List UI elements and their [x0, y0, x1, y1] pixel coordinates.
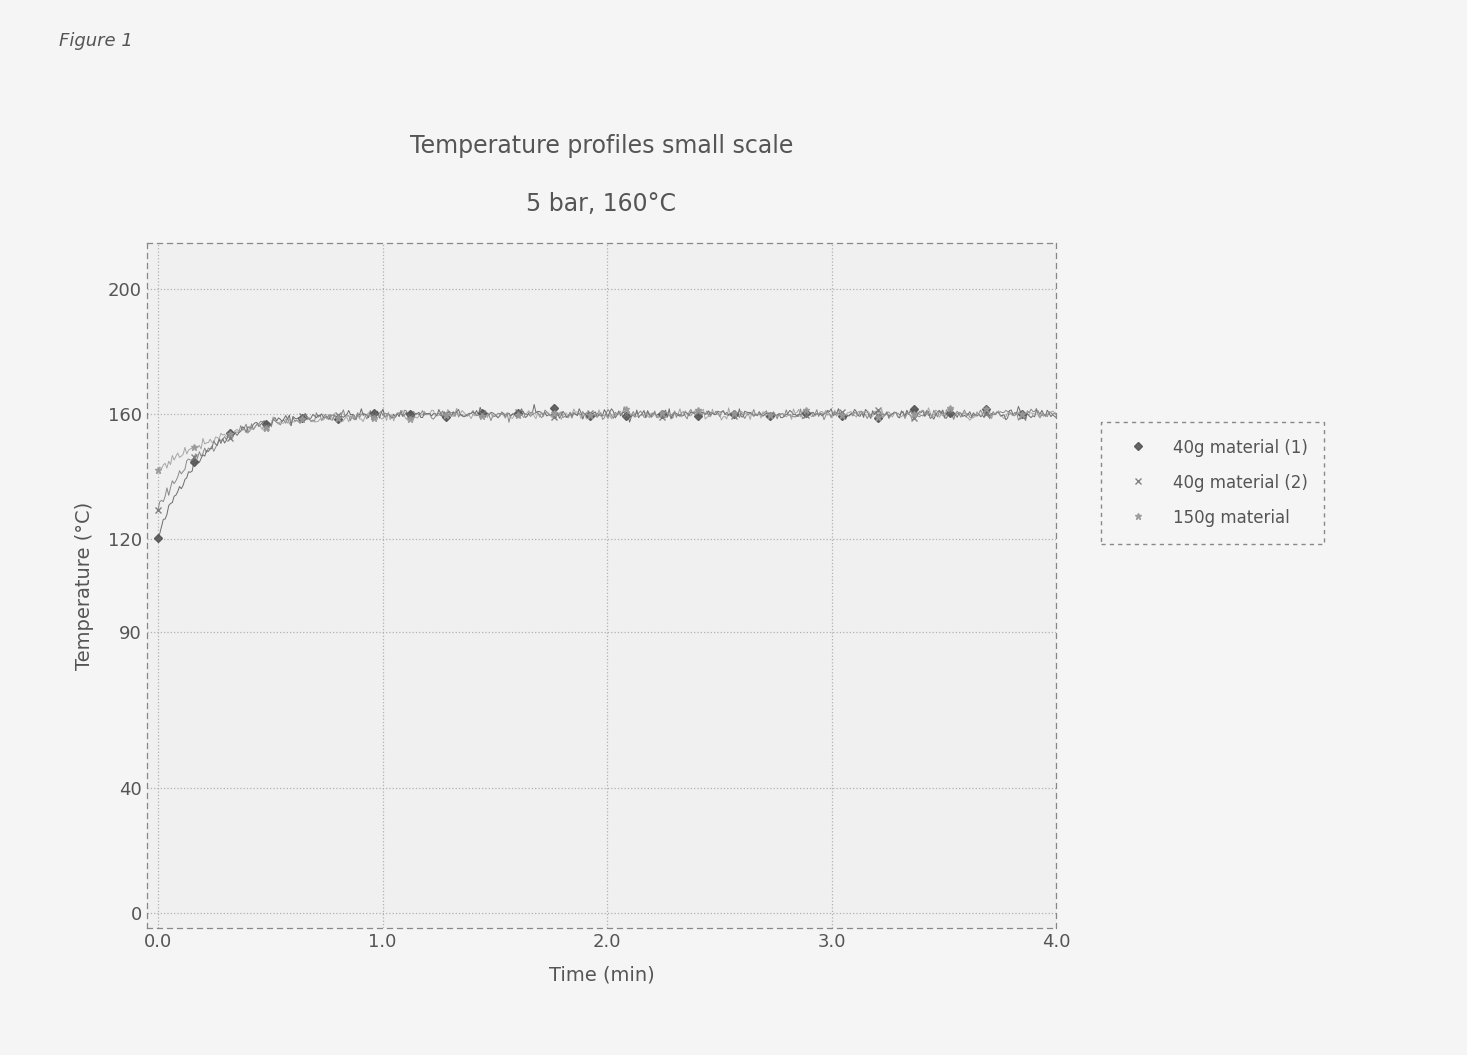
40g material (2) [293, 409, 311, 422]
40g material (1) [689, 409, 707, 422]
40g material (2) [581, 407, 599, 420]
40g material (1) [293, 411, 311, 424]
40g material (2) [653, 410, 670, 423]
40g material (1) [1014, 408, 1031, 421]
40g material (1) [833, 409, 851, 422]
40g material (2) [365, 409, 383, 422]
40g material (1) [257, 418, 274, 430]
40g material (1) [618, 410, 635, 423]
40g material (1) [942, 407, 959, 420]
X-axis label: Time (min): Time (min) [549, 965, 654, 984]
Line: 40g material (2): 40g material (2) [154, 407, 1025, 514]
40g material (2) [257, 420, 274, 433]
Text: Figure 1: Figure 1 [59, 32, 132, 50]
40g material (1) [222, 427, 239, 440]
Text: Temperature profiles small scale: Temperature profiles small scale [409, 134, 794, 158]
40g material (2) [689, 406, 707, 419]
150g material [150, 463, 167, 476]
40g material (2) [870, 404, 888, 417]
150g material [400, 413, 418, 425]
40g material (1) [977, 403, 995, 416]
150g material [942, 401, 959, 414]
150g material [870, 410, 888, 423]
150g material [257, 422, 274, 435]
40g material (2) [797, 408, 814, 421]
150g material [222, 427, 239, 440]
40g material (2) [761, 409, 779, 422]
40g material (1) [761, 409, 779, 422]
40g material (1) [150, 532, 167, 544]
40g material (2) [546, 410, 563, 423]
40g material (2) [905, 411, 923, 424]
40g material (1) [581, 409, 599, 422]
40g material (2) [474, 407, 491, 420]
150g material [905, 408, 923, 421]
40g material (2) [1014, 410, 1031, 423]
40g material (2) [437, 408, 455, 421]
150g material [474, 409, 491, 422]
40g material (2) [942, 405, 959, 418]
150g material [977, 402, 995, 415]
40g material (2) [618, 408, 635, 421]
40g material (1) [185, 456, 202, 468]
40g material (2) [833, 406, 851, 419]
40g material (2) [329, 408, 346, 421]
150g material [761, 408, 779, 421]
40g material (2) [725, 409, 742, 422]
40g material (1) [653, 407, 670, 420]
40g material (1) [725, 407, 742, 420]
150g material [797, 404, 814, 417]
150g material [689, 403, 707, 416]
40g material (2) [509, 406, 527, 419]
40g material (1) [474, 406, 491, 419]
40g material (2) [400, 410, 418, 423]
150g material [618, 403, 635, 416]
150g material [725, 407, 742, 420]
Line: 150g material: 150g material [154, 404, 1025, 473]
40g material (2) [185, 452, 202, 464]
40g material (1) [905, 403, 923, 416]
150g material [833, 409, 851, 422]
150g material [1014, 407, 1031, 420]
150g material [509, 409, 527, 422]
Legend: 40g material (1), 40g material (2), 150g material: 40g material (1), 40g material (2), 150g… [1100, 422, 1325, 543]
40g material (1) [509, 407, 527, 420]
40g material (1) [329, 413, 346, 425]
Text: 5 bar, 160°C: 5 bar, 160°C [527, 192, 676, 216]
Y-axis label: Temperature (°C): Temperature (°C) [75, 501, 94, 670]
40g material (1) [400, 407, 418, 420]
40g material (2) [222, 431, 239, 444]
40g material (2) [977, 408, 995, 421]
150g material [185, 441, 202, 454]
150g material [329, 411, 346, 424]
150g material [293, 413, 311, 425]
150g material [581, 409, 599, 422]
40g material (1) [870, 411, 888, 424]
150g material [365, 413, 383, 425]
150g material [437, 408, 455, 421]
40g material (2) [150, 504, 167, 517]
40g material (1) [365, 406, 383, 419]
150g material [546, 407, 563, 420]
40g material (1) [437, 410, 455, 423]
150g material [653, 406, 670, 419]
40g material (1) [797, 406, 814, 419]
Line: 40g material (1): 40g material (1) [156, 405, 1025, 540]
40g material (1) [546, 402, 563, 415]
